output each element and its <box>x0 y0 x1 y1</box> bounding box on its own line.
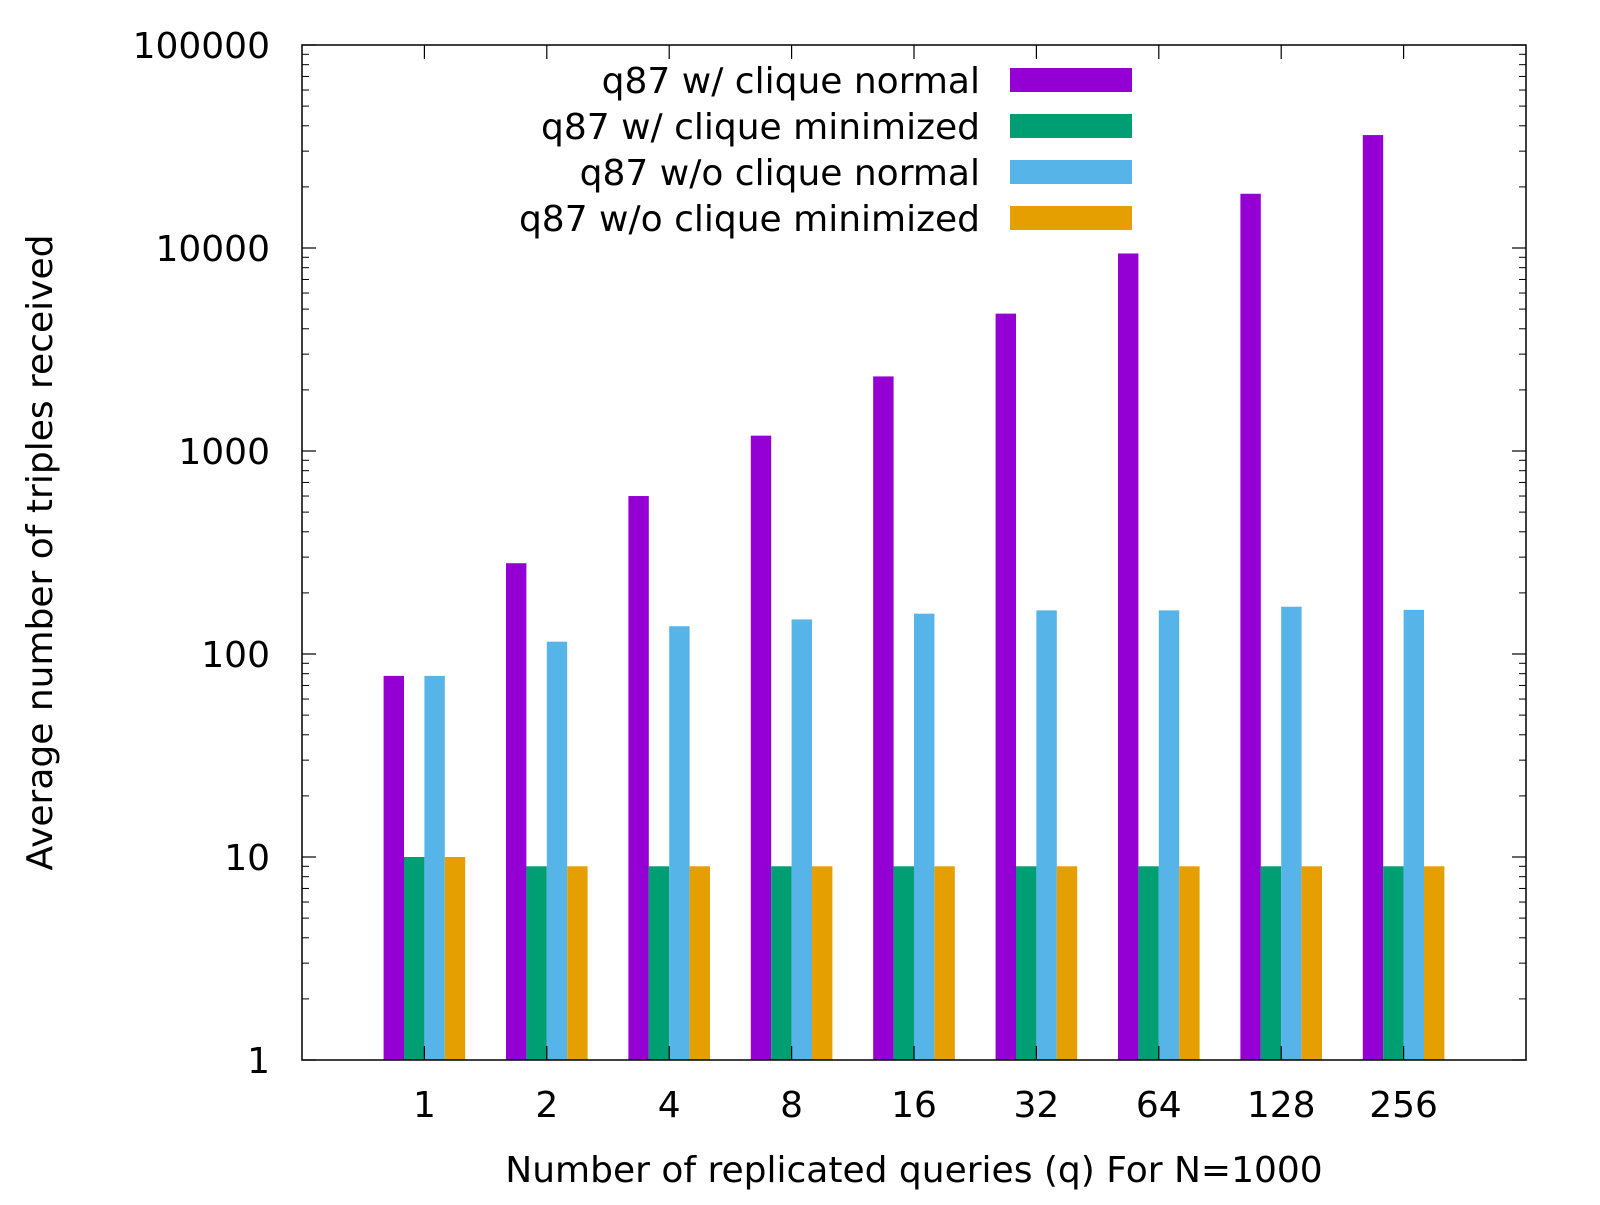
legend-label-4: q87 w/o clique minimized <box>519 199 980 240</box>
bar-2-1 <box>403 857 425 1060</box>
bar-2-64 <box>1138 866 1159 1060</box>
bar-3-4 <box>669 626 690 1060</box>
y-tick-label: 10000 <box>155 229 270 270</box>
x-axis-title: Number of replicated queries (q) For N=1… <box>505 1150 1322 1191</box>
bar-2-8 <box>771 866 792 1060</box>
x-tick-label: 8 <box>780 1085 803 1126</box>
bar-2-4 <box>648 866 670 1060</box>
bar-3-256 <box>1403 609 1425 1060</box>
bar-4-64 <box>1179 866 1200 1060</box>
legend-label-2: q87 w/ clique minimized <box>541 107 980 148</box>
ticks-layer: 1 10 100 1000 10000 100000 1 2 4 8 16 32 64 128 256 <box>133 26 1526 1126</box>
legend-swatch-3 <box>1010 160 1132 184</box>
bar-3-128 <box>1281 606 1302 1060</box>
bar-1-8 <box>750 435 772 1061</box>
y-tick-label: 100 <box>201 635 270 676</box>
legend-label-1: q87 w/ clique normal <box>602 61 980 102</box>
bar-4-16 <box>934 866 955 1060</box>
bar-2-128 <box>1260 866 1282 1060</box>
bar-2-256 <box>1383 866 1404 1060</box>
bar-1-16 <box>873 376 894 1060</box>
x-tick-label: 16 <box>891 1085 937 1126</box>
legend: q87 w/ clique normal q87 w/ clique minimi… <box>519 61 1132 240</box>
y-tick-label: 1 <box>247 1041 270 1082</box>
bar-3-16 <box>914 613 935 1060</box>
x-tick-label: 256 <box>1369 1085 1438 1126</box>
x-tick-label: 32 <box>1013 1085 1059 1126</box>
bar-2-16 <box>893 866 914 1060</box>
bar-4-4 <box>689 866 711 1060</box>
bar-4-2 <box>567 866 588 1060</box>
bar-4-8 <box>812 866 833 1060</box>
bar-3-1 <box>424 675 445 1060</box>
y-tick-label: 1000 <box>178 432 270 473</box>
y-axis-title: Average number of triples received <box>20 235 61 871</box>
bar-3-2 <box>546 641 568 1060</box>
bar-4-32 <box>1056 866 1078 1060</box>
bar-1-4 <box>628 496 649 1061</box>
y-tick-label: 10 <box>224 838 270 879</box>
bar-2-32 <box>1015 866 1037 1060</box>
legend-label-3: q87 w/o clique normal <box>580 153 980 194</box>
legend-swatch-2 <box>1010 114 1132 138</box>
x-tick-label: 1 <box>413 1085 436 1126</box>
x-tick-label: 2 <box>535 1085 558 1126</box>
legend-swatch-4 <box>1010 206 1132 230</box>
bar-4-256 <box>1424 866 1445 1060</box>
x-tick-label: 128 <box>1247 1085 1316 1126</box>
y-tick-label: 100000 <box>133 26 270 67</box>
x-tick-label: 64 <box>1136 1085 1182 1126</box>
bars-layer <box>383 135 1445 1061</box>
bar-1-32 <box>995 313 1016 1060</box>
x-tick-label: 4 <box>658 1085 681 1126</box>
bar-2-2 <box>526 866 547 1060</box>
bar-3-8 <box>791 619 813 1060</box>
bar-3-64 <box>1158 610 1180 1060</box>
bar-1-2 <box>505 563 527 1060</box>
bar-1-256 <box>1362 135 1384 1061</box>
bar-4-1 <box>444 857 466 1060</box>
bar-3-32 <box>1036 610 1057 1060</box>
legend-swatch-1 <box>1010 68 1132 92</box>
bar-1-128 <box>1240 193 1261 1060</box>
bar-1-1 <box>383 675 404 1060</box>
bar-4-128 <box>1301 866 1323 1060</box>
bar-1-64 <box>1117 253 1139 1060</box>
plot-frame <box>301 44 1527 1061</box>
